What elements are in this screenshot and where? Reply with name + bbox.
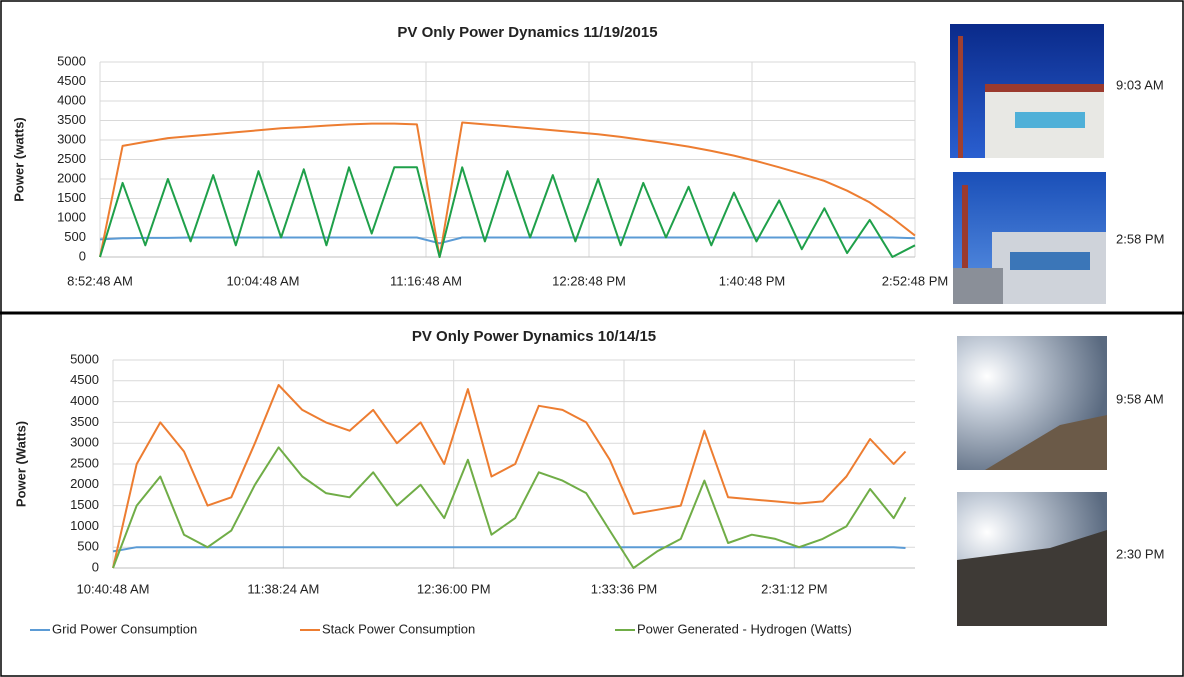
y-axis-label: Power (Watts) bbox=[13, 421, 28, 507]
legend-label: Grid Power Consumption bbox=[52, 621, 197, 636]
photo-caption: 9:58 AM bbox=[1116, 391, 1164, 406]
y-tick-label: 1500 bbox=[70, 497, 99, 512]
series-line bbox=[100, 167, 915, 257]
series-line bbox=[113, 447, 906, 568]
y-tick-label: 4500 bbox=[70, 372, 99, 387]
x-tick-label: 1:33:36 PM bbox=[591, 581, 658, 596]
legend-label: Power Generated - Hydrogen (Watts) bbox=[637, 621, 852, 636]
figure: 9:03 AM 2:58 PM 9:58 AM 2:30 PM PV Only … bbox=[0, 0, 1184, 677]
x-tick-label: 1:40:48 PM bbox=[719, 273, 786, 288]
photo bbox=[953, 172, 1106, 304]
y-tick-label: 1000 bbox=[70, 518, 99, 533]
photo-caption: 9:03 AM bbox=[1116, 77, 1164, 92]
y-tick-label: 4000 bbox=[70, 393, 99, 408]
y-tick-label: 2000 bbox=[70, 476, 99, 491]
legend-label: Stack Power Consumption bbox=[322, 621, 475, 636]
y-tick-label: 4500 bbox=[57, 73, 86, 88]
y-tick-label: 3500 bbox=[57, 112, 86, 127]
x-tick-label: 10:40:48 AM bbox=[77, 581, 150, 596]
x-tick-label: 2:31:12 PM bbox=[761, 581, 828, 596]
y-tick-label: 1500 bbox=[57, 190, 86, 205]
x-tick-label: 11:38:24 AM bbox=[247, 581, 319, 596]
photo-caption: 2:30 PM bbox=[1116, 546, 1164, 561]
y-tick-label: 5000 bbox=[57, 53, 86, 68]
y-tick-label: 3000 bbox=[57, 131, 86, 146]
y-tick-label: 3500 bbox=[70, 414, 99, 429]
photo bbox=[950, 24, 1104, 158]
y-tick-label: 0 bbox=[79, 248, 86, 263]
y-tick-label: 2500 bbox=[57, 151, 86, 166]
y-tick-label: 0 bbox=[92, 559, 99, 574]
y-tick-label: 2000 bbox=[57, 170, 86, 185]
photo bbox=[957, 492, 1107, 626]
x-tick-label: 10:04:48 AM bbox=[227, 273, 300, 288]
series-line bbox=[113, 385, 906, 568]
y-tick-label: 5000 bbox=[70, 351, 99, 366]
chart-title: PV Only Power Dynamics 11/19/2015 bbox=[397, 24, 657, 41]
y-tick-label: 1000 bbox=[57, 209, 86, 224]
series-line bbox=[113, 547, 906, 551]
y-tick-label: 500 bbox=[77, 539, 99, 554]
series-line bbox=[100, 238, 915, 244]
y-tick-label: 3000 bbox=[70, 435, 99, 450]
photo-caption: 2:58 PM bbox=[1116, 231, 1164, 246]
x-tick-label: 11:16:48 AM bbox=[390, 273, 462, 288]
y-tick-label: 500 bbox=[64, 229, 86, 244]
y-axis-label: Power (watts) bbox=[11, 117, 26, 202]
x-tick-label: 12:36:00 PM bbox=[417, 581, 491, 596]
x-tick-label: 12:28:48 PM bbox=[552, 273, 626, 288]
photo bbox=[957, 336, 1107, 470]
x-tick-label: 2:52:48 PM bbox=[882, 273, 949, 288]
y-tick-label: 2500 bbox=[70, 455, 99, 470]
y-tick-label: 4000 bbox=[57, 92, 86, 107]
x-tick-label: 8:52:48 AM bbox=[67, 273, 133, 288]
chart-title: PV Only Power Dynamics 10/14/15 bbox=[412, 328, 656, 345]
